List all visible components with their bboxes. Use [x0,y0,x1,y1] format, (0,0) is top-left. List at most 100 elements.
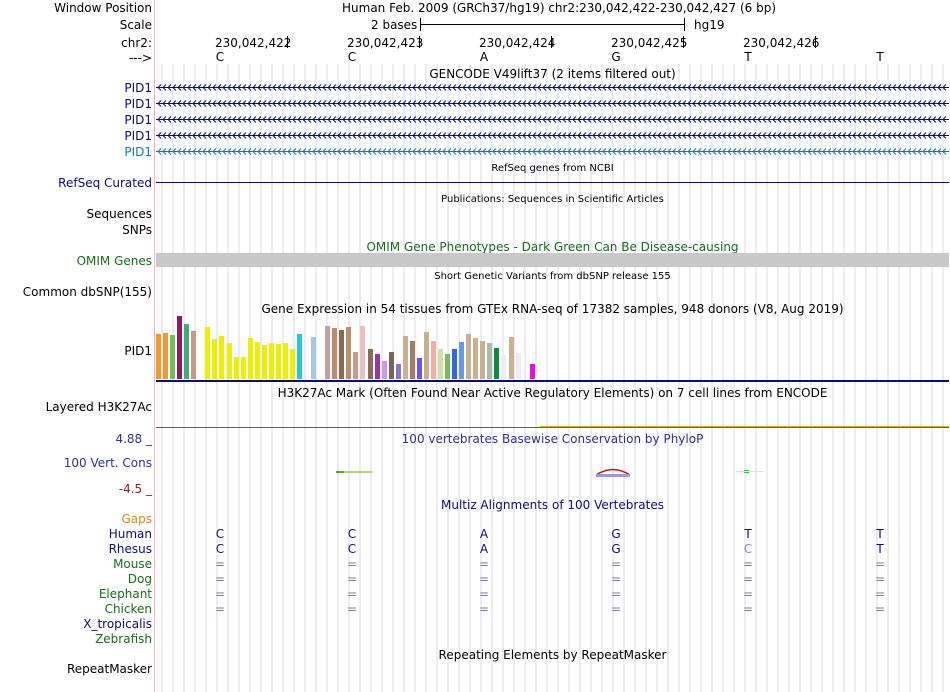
gencode-transcript-line[interactable] [156,147,949,156]
gtex-tissue-bar[interactable] [163,333,169,379]
gtex-tissue-bar[interactable] [219,336,225,379]
gtex-tissue-bar[interactable] [240,357,246,379]
multiz-species-label[interactable]: Rhesus [108,542,152,556]
gencode-title[interactable]: GENCODE V49lift37 (2 items filtered out) [429,67,676,81]
gtex-tissue-bar[interactable] [501,355,507,379]
gencode-transcript-line[interactable] [156,83,949,92]
gtex-tissue-bar[interactable] [233,357,239,379]
gtex-tissue-bar[interactable] [480,341,486,379]
gtex-tissue-bar[interactable] [360,326,366,379]
gtex-tissue-bar[interactable] [275,344,281,379]
multiz-species-label[interactable]: Elephant [98,587,152,601]
dbsnp-title[interactable]: Short Genetic Variants from dbSNP releas… [434,271,671,282]
gtex-tissue-bar[interactable] [416,358,422,379]
h3k27ac-title[interactable]: H3K27Ac Mark (Often Found Near Active Re… [277,386,828,400]
omim-title[interactable]: OMIM Gene Phenotypes - Dark Green Can Be… [366,240,739,254]
phylop-title[interactable]: 100 vertebrates Basewise Conservation by… [401,432,704,446]
gtex-tissue-bar[interactable] [529,364,535,379]
strand-chevron [867,132,872,139]
gencode-item-label[interactable]: PID1 [124,81,152,95]
gtex-tissue-bar[interactable] [466,334,472,379]
gtex-tissue-bar[interactable] [409,341,415,379]
gtex-title[interactable]: Gene Expression in 54 tissues from GTEx … [261,302,844,316]
gtex-tissue-bar[interactable] [261,345,267,379]
gtex-tissue-bar[interactable] [473,338,479,379]
gtex-tissue-bar[interactable] [381,361,387,379]
repeatmasker-label[interactable]: RepeatMasker [66,662,152,676]
multiz-species-label[interactable]: X_tropicalis [83,617,152,631]
gtex-tissue-bar[interactable] [205,327,211,379]
gtex-tissue-bar[interactable] [297,334,302,379]
publications-label-sequences[interactable]: Sequences [86,207,152,221]
h3k27ac-label[interactable]: Layered H3K27Ac [45,400,152,414]
gtex-tissue-bar[interactable] [423,332,429,379]
gtex-tissue-bar[interactable] [374,354,380,379]
gencode-transcript-line[interactable] [156,99,949,108]
omim-gene-bar[interactable] [156,253,949,267]
phylop-signal[interactable] [156,460,949,480]
strand-chevron [217,100,222,107]
gtex-gene-label[interactable]: PID1 [124,344,152,358]
gtex-tissue-bar[interactable] [402,336,408,379]
multiz-species-label[interactable]: Mouse [113,557,152,571]
gtex-tissue-bar[interactable] [445,354,451,379]
gtex-tissue-bar[interactable] [395,364,401,379]
h3k27ac-signal-line[interactable] [156,427,949,428]
multiz-species-label[interactable]: Dog [127,572,152,586]
strand-chevron [797,100,802,107]
strand-chevron [357,132,362,139]
gtex-tissue-bar[interactable] [494,348,500,379]
gtex-tissue-bar[interactable] [452,349,458,379]
gtex-tissue-bar[interactable] [459,342,465,379]
gtex-tissue-bar[interactable] [346,327,352,379]
gtex-tissue-bar[interactable] [430,341,436,379]
gtex-tissue-bar[interactable] [184,324,190,379]
gtex-tissue-bar[interactable] [170,335,176,379]
gtex-tissue-bar[interactable] [212,339,218,379]
gtex-tissue-bar[interactable] [254,342,260,379]
gencode-item-label[interactable]: PID1 [124,113,152,127]
phylop-label[interactable]: 100 Vert. Cons [63,456,152,470]
scale-bar [420,24,684,25]
strand-chevron [622,100,627,107]
gencode-transcript-line[interactable] [156,131,949,140]
gtex-tissue-bar[interactable] [353,352,359,379]
omim-label[interactable]: OMIM Genes [76,254,152,268]
gtex-tissue-bar[interactable] [289,349,295,379]
publications-label-snps[interactable]: SNPs [122,223,152,237]
gencode-transcript-line[interactable] [156,115,949,124]
gencode-item-label[interactable]: PID1 [124,129,152,143]
gtex-tissue-bar[interactable] [311,337,317,379]
gtex-tissue-bar[interactable] [226,343,232,379]
gtex-tissue-bar[interactable] [191,331,197,379]
gtex-tissue-bar[interactable] [388,352,394,379]
multiz-species-label[interactable]: Human [108,527,152,541]
multiz-gaps-label[interactable]: Gaps [121,512,152,526]
multiz-species-label[interactable]: Chicken [104,602,152,616]
gtex-tissue-bar[interactable] [515,353,521,379]
multiz-title[interactable]: Multiz Alignments of 100 Vertebrates [440,498,665,512]
refseq-label[interactable]: RefSeq Curated [58,176,152,190]
gtex-tissue-bar[interactable] [438,349,443,379]
gtex-tissue-bar[interactable] [332,328,338,379]
gtex-tissue-bar[interactable] [508,337,514,379]
gtex-tissue-bar[interactable] [268,343,274,379]
gtex-tissue-bar[interactable] [325,326,331,379]
refseq-gene-line[interactable] [156,182,949,183]
gtex-tissue-bar[interactable] [156,334,161,379]
refseq-title[interactable]: RefSeq genes from NCBI [491,163,614,174]
publications-title[interactable]: Publications: Sequences in Scientific Ar… [441,194,664,205]
strand-chevron [222,84,227,91]
gencode-item-label[interactable]: PID1 [124,97,152,111]
gencode-item-label[interactable]: PID1 [124,145,152,159]
repeatmasker-title[interactable]: Repeating Elements by RepeatMasker [438,648,667,662]
gtex-tissue-bar[interactable] [367,349,373,379]
gtex-tissue-bar[interactable] [177,316,183,379]
dbsnp-label[interactable]: Common dbSNP(155) [22,285,152,299]
multiz-species-label[interactable]: Zebrafish [95,632,152,646]
gtex-tissue-bar[interactable] [339,330,345,379]
gtex-tissue-bar[interactable] [282,343,288,379]
gtex-expression-chart[interactable] [156,316,536,379]
gtex-tissue-bar[interactable] [487,343,493,379]
gtex-tissue-bar[interactable] [247,338,253,379]
